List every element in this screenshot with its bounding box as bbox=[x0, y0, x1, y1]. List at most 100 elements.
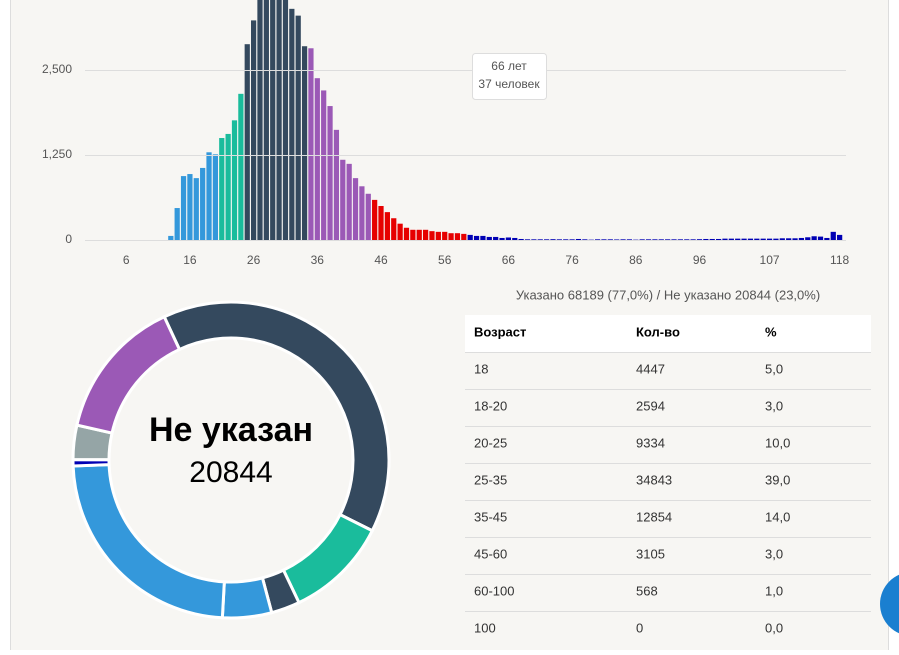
bar bbox=[404, 228, 409, 240]
bar bbox=[378, 206, 383, 240]
bar bbox=[238, 94, 243, 240]
bar bbox=[487, 237, 492, 240]
bar bbox=[468, 235, 473, 240]
bar bbox=[799, 238, 804, 240]
bar bbox=[671, 239, 676, 240]
bar bbox=[614, 239, 619, 240]
table-header: Кол-во bbox=[636, 324, 680, 339]
bar bbox=[703, 239, 708, 240]
table-cell: 25-35 bbox=[474, 472, 507, 487]
bar bbox=[824, 238, 829, 240]
center-label: Не указан bbox=[149, 411, 313, 449]
table-cell: 35-45 bbox=[474, 509, 507, 524]
bar bbox=[640, 239, 645, 240]
x-tick-label: 118 bbox=[830, 253, 849, 267]
bar bbox=[499, 238, 504, 240]
bar bbox=[608, 239, 613, 240]
table-cell: 2594 bbox=[636, 398, 665, 413]
bar bbox=[257, 0, 262, 240]
y-tick-label: 2,500 bbox=[42, 62, 72, 76]
bar bbox=[741, 239, 746, 240]
bar bbox=[831, 232, 836, 240]
bar bbox=[697, 239, 702, 240]
bar bbox=[264, 0, 269, 240]
x-tick-label: 26 bbox=[247, 253, 261, 267]
bar bbox=[213, 154, 218, 240]
bar bbox=[175, 208, 180, 240]
bar bbox=[474, 236, 479, 240]
bar bbox=[531, 239, 536, 240]
bar bbox=[754, 239, 759, 240]
bar bbox=[480, 236, 485, 240]
bar bbox=[296, 16, 301, 240]
table-cell: 18 bbox=[474, 361, 488, 376]
bar bbox=[729, 239, 734, 240]
bar bbox=[519, 239, 524, 240]
bar bbox=[684, 239, 689, 240]
summary: Указано 68189 (77,0%) / Не указано 20844… bbox=[516, 287, 820, 302]
bar bbox=[767, 239, 772, 240]
y-tick-label: 1,250 bbox=[42, 147, 72, 161]
bar bbox=[302, 46, 307, 240]
bar bbox=[569, 239, 574, 240]
bar bbox=[410, 230, 415, 240]
bar bbox=[334, 130, 339, 240]
bar bbox=[366, 194, 371, 240]
bar bbox=[442, 232, 447, 240]
bar bbox=[461, 234, 466, 240]
bar bbox=[665, 239, 670, 240]
bar bbox=[181, 176, 186, 240]
bar bbox=[620, 239, 625, 240]
bar bbox=[347, 164, 352, 240]
bar bbox=[455, 233, 460, 240]
table-cell: 18-20 bbox=[474, 398, 507, 413]
bar bbox=[315, 78, 320, 240]
x-tick-label: 46 bbox=[374, 253, 388, 267]
bar bbox=[283, 0, 288, 240]
bar bbox=[372, 200, 377, 240]
table-cell: 39,0 bbox=[765, 472, 790, 487]
bar bbox=[359, 186, 364, 240]
bar bbox=[391, 218, 396, 240]
bar bbox=[398, 224, 403, 240]
bar bbox=[538, 239, 543, 240]
table-cell: 3105 bbox=[636, 546, 665, 561]
bar bbox=[805, 237, 810, 240]
table-cell: 34843 bbox=[636, 472, 672, 487]
x-tick-label: 96 bbox=[693, 253, 707, 267]
bar bbox=[206, 152, 211, 240]
table-cell: 10,0 bbox=[765, 435, 790, 450]
bar bbox=[340, 160, 345, 240]
table-cell: 20-25 bbox=[474, 435, 507, 450]
bar bbox=[601, 239, 606, 240]
bar bbox=[563, 239, 568, 240]
table-cell: 14,0 bbox=[765, 509, 790, 524]
table-cell: 0,0 bbox=[765, 620, 783, 635]
bar bbox=[652, 239, 657, 240]
y-tick-label: 0 bbox=[65, 232, 72, 246]
bar bbox=[187, 174, 192, 240]
bar bbox=[194, 178, 199, 240]
bar bbox=[646, 239, 651, 240]
bar bbox=[818, 237, 823, 240]
table-cell: 0 bbox=[636, 620, 643, 635]
bar bbox=[353, 178, 358, 240]
table-cell: 568 bbox=[636, 583, 658, 598]
bar bbox=[627, 239, 632, 240]
bar bbox=[786, 238, 791, 240]
bar bbox=[219, 138, 224, 240]
table-cell: 5,0 bbox=[765, 361, 783, 376]
bar bbox=[436, 232, 441, 240]
bar bbox=[544, 239, 549, 240]
bar bbox=[226, 134, 231, 240]
bar bbox=[780, 238, 785, 240]
table-cell: 9334 bbox=[636, 435, 665, 450]
x-tick-label: 86 bbox=[629, 253, 643, 267]
bar bbox=[270, 0, 275, 240]
table-cell: 12854 bbox=[636, 509, 672, 524]
x-tick-label: 107 bbox=[760, 253, 780, 267]
bar bbox=[722, 239, 727, 240]
bar bbox=[761, 239, 766, 240]
tooltip-text: 37 человек bbox=[478, 77, 540, 91]
